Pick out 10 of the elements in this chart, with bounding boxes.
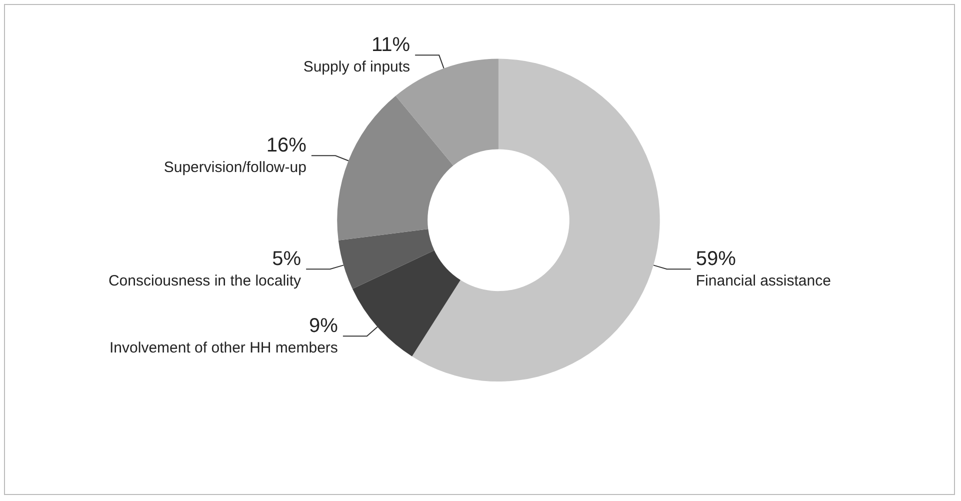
slice-label: Consciousness in the locality: [108, 272, 302, 290]
data-label: 59%: [696, 248, 736, 270]
slice-label: Involvement of other HH members: [110, 340, 338, 357]
data-label: 9%: [309, 315, 338, 338]
slice-label: Supervision/follow-up: [164, 159, 306, 176]
data-label: 16%: [266, 134, 307, 157]
slice-label: Supply of inputs: [303, 58, 410, 76]
data-label: 11%: [372, 34, 410, 56]
slice-label: Financial assistance: [696, 272, 831, 290]
data-label: 5%: [272, 248, 302, 270]
